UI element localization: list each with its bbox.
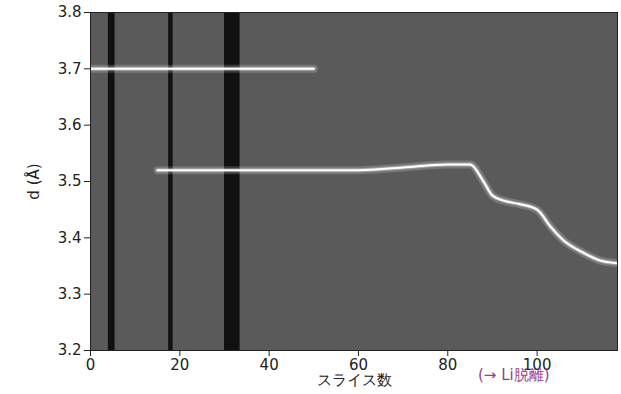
svg-text:3.6: 3.6 <box>58 116 82 134</box>
svg-text:40: 40 <box>260 356 279 374</box>
svg-text:3.5: 3.5 <box>58 172 82 190</box>
svg-text:3.2: 3.2 <box>58 341 82 359</box>
svg-text:スライス数: スライス数 <box>317 371 392 389</box>
svg-text:3.7: 3.7 <box>58 60 82 78</box>
svg-text:3.3: 3.3 <box>58 285 82 303</box>
svg-text:3.4: 3.4 <box>58 229 82 247</box>
svg-text:d (Å): d (Å) <box>24 163 43 199</box>
svg-text:80: 80 <box>438 356 457 374</box>
svg-text:0: 0 <box>86 356 96 374</box>
svg-text:3.8: 3.8 <box>58 3 82 21</box>
svg-text:20: 20 <box>170 356 189 374</box>
